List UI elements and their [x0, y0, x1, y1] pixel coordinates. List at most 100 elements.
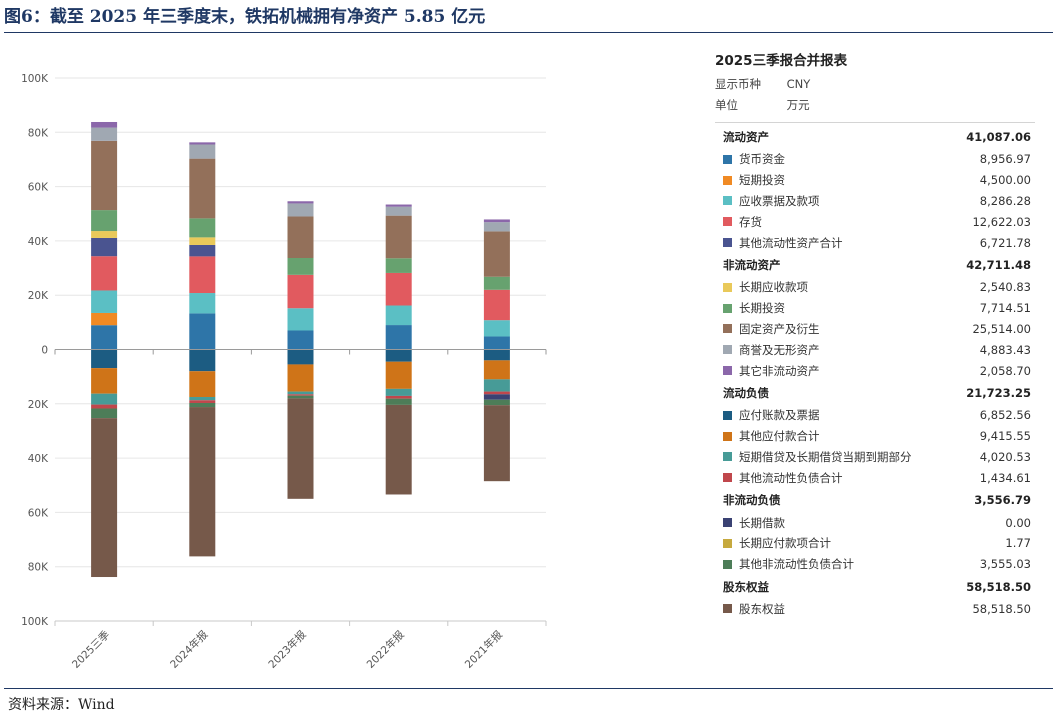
legend-value: 2,058.70 [979, 363, 1031, 378]
legend-item[interactable]: 其它非流动资产 2,058.70 [715, 360, 1035, 381]
liability-bar-segment [287, 391, 314, 395]
x-tick-label: 2024年报 [167, 628, 210, 671]
legend-item[interactable]: 其他应付款合计 9,415.55 [715, 426, 1035, 447]
liability-bar-segment [91, 349, 118, 369]
legend-item[interactable]: 应付账款及票据 6,852.56 [715, 405, 1035, 426]
legend-label: 其它非流动资产 [739, 363, 820, 378]
liability-bar-segment [189, 407, 216, 557]
asset-bar-segment [189, 313, 216, 350]
group-name: 股东权益 [723, 579, 769, 594]
legend-swatch [723, 345, 732, 355]
asset-bar-segment [483, 336, 510, 350]
legend-label: 应收票据及款项 [739, 193, 820, 208]
legend-swatch [723, 366, 732, 376]
legend-label: 存货 [739, 214, 762, 229]
group-name: 流动负债 [723, 385, 769, 400]
group-name: 流动资产 [723, 130, 769, 144]
asset-bar-segment [91, 140, 118, 211]
x-tick-label: 2021年报 [462, 628, 505, 671]
liability-bar-segment [91, 408, 118, 419]
legend-swatch [723, 238, 732, 248]
y-tick-label: 100K [21, 616, 49, 628]
asset-bar-segment [483, 289, 510, 321]
legend-value: 4,883.43 [979, 342, 1031, 357]
asset-bar-segment [385, 206, 412, 216]
source-note: 资料来源：Wind [8, 697, 115, 713]
y-tick-label: 40K [28, 453, 49, 465]
legend-swatch [723, 559, 732, 569]
legend-swatch [723, 604, 732, 614]
asset-bar-segment [287, 308, 314, 331]
liability-bar-segment [287, 395, 314, 399]
legend-value: 3,555.03 [979, 557, 1031, 572]
legend-label: 长期应收款项 [739, 280, 808, 295]
asset-bar-segment [189, 237, 216, 245]
legend-value: 1.77 [1005, 536, 1031, 551]
group-header: 流动负债 21,723.25 [715, 380, 1035, 405]
asset-bar-segment [287, 258, 314, 275]
liability-bar-segment [189, 371, 216, 398]
asset-bar-segment [483, 320, 510, 337]
unit-value: 万元 [786, 98, 810, 112]
liability-bar-segment [483, 394, 510, 400]
legend-item[interactable]: 固定资产及衍生 25,514.00 [715, 319, 1035, 340]
legend-item[interactable]: 存货 12,622.03 [715, 211, 1035, 232]
asset-bar-segment [91, 312, 118, 326]
legend-item[interactable]: 短期投资 4,500.00 [715, 170, 1035, 191]
currency-label: 显示币种 [715, 77, 761, 91]
legend-item[interactable]: 长期应收款项 2,540.83 [715, 277, 1035, 298]
legend-item[interactable]: 商誉及无形资产 4,883.43 [715, 339, 1035, 360]
asset-bar-segment [385, 258, 412, 273]
legend-item[interactable]: 其他流动性负债合计 1,434.61 [715, 467, 1035, 488]
asset-bar-segment [91, 121, 118, 128]
legend-item[interactable]: 应收票据及款项 8,286.28 [715, 191, 1035, 212]
y-tick-label: 0 [41, 345, 48, 357]
legend-value: 7,714.51 [979, 301, 1031, 316]
legend-swatch [723, 431, 732, 441]
legend-swatch [723, 282, 732, 292]
legend-list: 流动资产 41,087.06 货币资金 8,956.97 短期投资 4,500.00 应收票… [715, 125, 1035, 619]
liability-bar-segment [385, 349, 412, 362]
asset-bar-segment [483, 231, 510, 277]
asset-bar-segment [91, 231, 118, 238]
liability-bar-segment [91, 404, 118, 409]
y-tick-label: 20K [28, 290, 49, 302]
legend-item[interactable]: 长期投资 7,714.51 [715, 298, 1035, 319]
y-tick-label: 20K [28, 399, 49, 411]
liability-bar-segment [189, 397, 216, 401]
liability-bar-segment [483, 360, 510, 380]
y-tick-label: 80K [28, 127, 49, 139]
asset-bar-segment [91, 237, 118, 257]
panel-divider [715, 122, 1035, 123]
legend-item[interactable]: 长期应付款项合计 1.77 [715, 533, 1035, 554]
group-total: 42,711.48 [966, 257, 1031, 272]
legend-swatch [723, 538, 732, 548]
asset-bar-segment [189, 144, 216, 159]
legend-value: 6,721.78 [979, 235, 1031, 250]
legend-label: 其他流动性资产合计 [739, 235, 843, 250]
asset-bar-segment [287, 201, 314, 204]
group-total: 3,556.79 [974, 493, 1031, 508]
legend-swatch [723, 324, 732, 334]
legend-item[interactable]: 短期借贷及长期借贷当期到期部分 4,020.53 [715, 447, 1035, 468]
legend-label: 其他应付款合计 [739, 429, 820, 444]
y-tick-label: 100K [21, 73, 49, 85]
liability-bar-segment [385, 404, 412, 495]
asset-bar-segment [91, 290, 118, 313]
liability-bar-segment [483, 379, 510, 392]
asset-bar-segment [287, 203, 314, 217]
legend-item[interactable]: 长期借款 0.00 [715, 512, 1035, 533]
asset-bar-segment [189, 142, 216, 145]
legend-item[interactable]: 其他流动性资产合计 6,721.78 [715, 232, 1035, 253]
liability-bar-segment [189, 400, 216, 403]
asset-bar-segment [189, 256, 216, 294]
legend-item[interactable]: 其他非流动性负债合计 3,555.03 [715, 554, 1035, 575]
legend-swatch [723, 196, 732, 206]
legend-item[interactable]: 货币资金 8,956.97 [715, 149, 1035, 170]
liability-bar-segment [483, 399, 510, 406]
y-tick-label: 60K [28, 507, 49, 519]
legend-item[interactable]: 股东权益 58,518.50 [715, 599, 1035, 620]
legend-label: 短期投资 [739, 173, 785, 188]
currency-value: CNY [786, 77, 811, 91]
asset-bar-segment [385, 325, 412, 350]
